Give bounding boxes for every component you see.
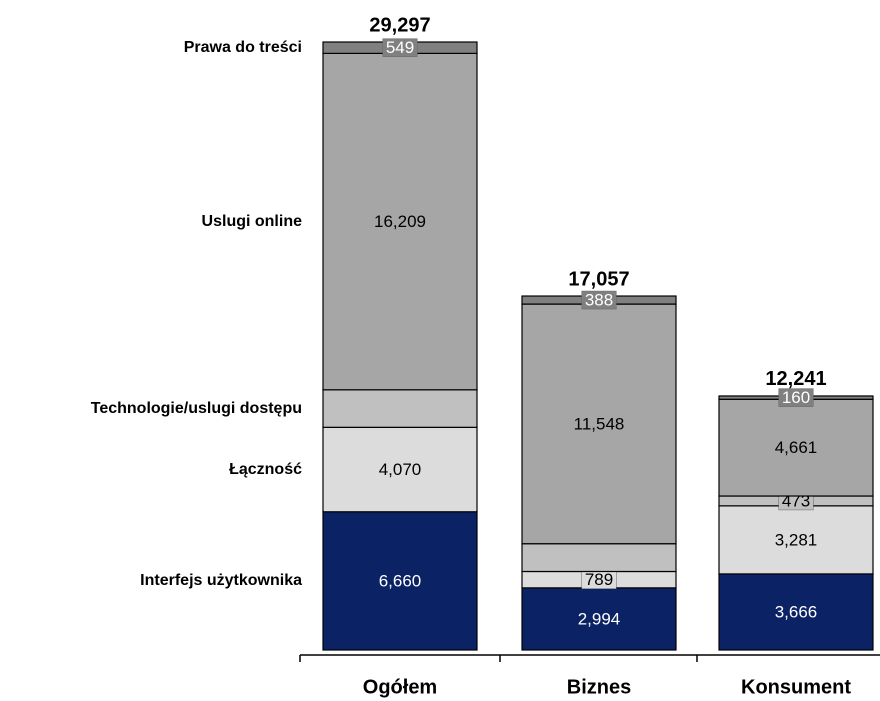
value-label: 4,070 <box>379 460 422 479</box>
x-tick-label: Biznes <box>567 676 631 698</box>
bar-segment <box>718 398 874 497</box>
bar-segment <box>521 303 677 545</box>
series-label: Łączność <box>229 461 302 478</box>
total-label: 12,241 <box>765 368 826 390</box>
value-label: 3,281 <box>775 530 818 549</box>
x-tick-label: Ogółem <box>363 676 437 698</box>
bar-segment <box>322 511 478 651</box>
bar-segment <box>521 587 677 651</box>
total-label: 29,297 <box>369 14 430 36</box>
label-box <box>581 290 617 310</box>
value-label: 11,548 <box>574 414 625 433</box>
series-label: Technologie/uslugi dostępu <box>91 400 302 417</box>
x-tick-label: Konsument <box>741 676 851 698</box>
value-label: 3,666 <box>775 602 818 621</box>
series-label: Uslugi online <box>202 213 303 230</box>
bar-segment <box>718 505 874 575</box>
value-label: 6,660 <box>379 571 422 590</box>
total-label: 17,057 <box>568 268 629 290</box>
value-label: 2,994 <box>578 609 621 628</box>
bar-segment <box>322 426 478 513</box>
label-box <box>778 388 814 407</box>
bar-segment <box>322 52 478 391</box>
series-label: Interfejs użytkownika <box>140 572 302 589</box>
value-label: 4,661 <box>775 438 818 457</box>
value-label: 16,209 <box>374 212 426 231</box>
label-box <box>382 38 418 57</box>
value-label: 388 <box>585 291 613 310</box>
value-label: 160 <box>782 388 810 407</box>
value-label: 549 <box>386 38 414 57</box>
value-label: 789 <box>585 570 613 589</box>
bar-segment <box>521 543 677 573</box>
series-label: Prawa do treści <box>184 39 302 56</box>
bar-segment <box>322 389 478 428</box>
